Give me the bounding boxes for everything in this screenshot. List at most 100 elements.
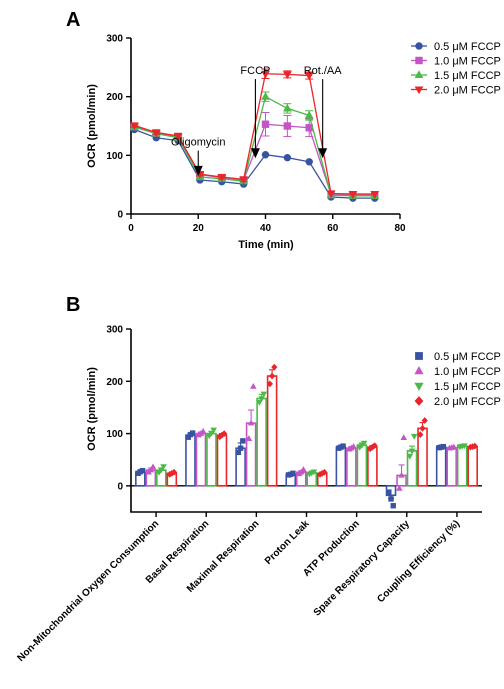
replicate-point-2-0-m-fccp <box>269 372 276 380</box>
replicate-point-2-0-m-fccp <box>419 424 426 432</box>
replicate-point-1-5-m-fccp <box>360 440 368 447</box>
replicate-point-1-0-m-fccp <box>450 443 458 450</box>
panel-a-x-tick-label: 60 <box>327 223 339 234</box>
data-point-2-0-m-fccp <box>261 70 270 79</box>
replicate-point-1-0-m-fccp <box>199 427 207 434</box>
replicate-point-0-5-m-fccp <box>340 443 346 449</box>
legend-label-0-5-m-fccp: 0.5 μM FCCP <box>434 351 501 363</box>
bar-0-5-m-fccp-basal-respiration <box>185 434 196 487</box>
data-point-2-0-m-fccp <box>173 132 183 141</box>
series-line-2-0-m-fccp <box>134 73 375 195</box>
legend-label-1-0-m-fccp: 1.0 μM FCCP <box>434 56 501 68</box>
legend-marker-1-5-m-fccp <box>414 382 424 391</box>
replicate-point-1-5-m-fccp <box>155 470 163 476</box>
replicate-point-1-5-m-fccp <box>256 399 263 406</box>
bar-1-0-m-fccp-atp-production <box>346 447 357 487</box>
annotation-arrow-head <box>318 148 328 159</box>
bar-2-0-m-fccp-basal-respiration <box>216 434 228 487</box>
legend-label-1-5-m-fccp: 1.5 μM FCCP <box>434 381 501 393</box>
replicate-point-1-0-m-fccp <box>400 434 408 441</box>
data-point-1-5-m-fccp <box>304 110 314 119</box>
bar-0-5-m-fccp-coupling-efficiency <box>435 446 447 487</box>
replicate-point-1-0-m-fccp <box>350 443 357 449</box>
bar-1-0-m-fccp-maximal-respiration <box>245 422 257 487</box>
replicate-point-0-5-m-fccp <box>189 430 196 436</box>
replicate-point-1-0-m-fccp <box>398 471 405 478</box>
bar-1-5-m-fccp-basal-respiration <box>206 432 217 487</box>
bar-1-5-m-fccp-coupling-efficiency <box>456 445 468 487</box>
data-point-2-0-m-fccp <box>326 190 336 199</box>
replicate-point-1-0-m-fccp <box>247 419 255 426</box>
data-point-0-5-m-fccp <box>283 153 292 162</box>
replicate-point-1-5-m-fccp <box>310 469 318 476</box>
legend-marker-0-5-m-fccp <box>415 42 423 50</box>
replicate-point-2-0-m-fccp <box>371 442 378 449</box>
panel-b-y-tick-label: 0 <box>117 481 123 492</box>
panel-a-x-tick-label: 20 <box>193 223 205 234</box>
legend-marker-1-0-m-fccp <box>414 366 424 375</box>
data-point-1-0-m-fccp <box>283 122 292 130</box>
replicate-point-0-5-m-fccp <box>390 503 396 509</box>
replicate-point-2-0-m-fccp <box>170 468 178 476</box>
panel-b-y-tick-label: 100 <box>106 429 123 440</box>
replicate-point-1-0-m-fccp <box>245 435 253 442</box>
replicate-point-1-5-m-fccp <box>208 430 215 437</box>
legend-marker-2-0-m-fccp <box>414 86 424 95</box>
bar-2-0-m-fccp-atp-production <box>367 446 378 487</box>
legend-label-0-5-m-fccp: 0.5 μM FCCP <box>434 41 501 53</box>
panel-a-y-tick-label: 200 <box>106 92 123 103</box>
replicate-point-0-5-m-fccp <box>240 438 246 444</box>
panel-a-x-tick-label: 0 <box>128 223 134 234</box>
panel-b-y-tick-label: 300 <box>106 325 123 336</box>
data-point-2-0-m-fccp <box>151 129 161 138</box>
data-point-2-0-m-fccp <box>217 173 227 182</box>
bar-2-0-m-fccp-maximal-respiration <box>266 375 278 487</box>
replicate-point-2-0-m-fccp <box>321 468 328 476</box>
legend-label-1-0-m-fccp: 1.0 μM FCCP <box>434 366 501 378</box>
data-point-2-0-m-fccp <box>129 122 139 131</box>
panel-a-y-tick-label: 0 <box>117 210 123 221</box>
replicate-point-1-5-m-fccp <box>158 467 165 474</box>
bar-1-0-m-fccp-coupling-efficiency <box>446 446 457 487</box>
replicate-point-1-5-m-fccp <box>210 427 217 434</box>
category-label-coupling-efficiency: Coupling Efficiency (%) <box>375 518 462 605</box>
data-point-1-0-m-fccp <box>261 120 270 128</box>
legend-label-1-5-m-fccp: 1.5 μM FCCP <box>434 70 501 82</box>
panel-a-x-tick-label: 80 <box>394 223 406 234</box>
panel-a-y-tick-label: 300 <box>106 34 123 45</box>
panel-label-b: B <box>66 294 80 316</box>
replicate-point-1-5-m-fccp <box>410 433 418 440</box>
annotation-oligomycin: Oligomycin <box>171 137 225 149</box>
bar-2-0-m-fccp-spare-respiratory-capacity <box>417 427 428 487</box>
data-point-2-0-m-fccp <box>239 176 249 185</box>
bar-1-0-m-fccp-basal-respiration <box>195 432 207 487</box>
data-point-1-5-m-fccp <box>282 103 292 112</box>
bar-1-5-m-fccp-maximal-respiration <box>256 397 267 487</box>
replicate-point-1-5-m-fccp <box>160 464 167 471</box>
legend-marker-1-5-m-fccp <box>414 70 424 79</box>
annotation-arrow-head <box>193 165 203 176</box>
legend-marker-2-0-m-fccp <box>414 396 424 406</box>
replicate-point-2-0-m-fccp <box>221 430 228 437</box>
replicate-point-1-5-m-fccp <box>205 433 213 440</box>
replicate-point-1-5-m-fccp <box>406 453 414 460</box>
replicate-point-1-0-m-fccp <box>396 484 403 491</box>
panel-b-y-axis-label: OCR (pmol/min) <box>86 367 98 451</box>
series-line-1-5-m-fccp <box>134 95 375 197</box>
data-point-1-5-m-fccp <box>261 91 270 100</box>
category-label-spare-respiratory-capacity: Spare Respiratory Capacity <box>312 518 412 618</box>
replicate-point-2-0-m-fccp <box>417 431 424 438</box>
data-point-0-5-m-fccp <box>261 151 270 159</box>
replicate-point-2-0-m-fccp <box>266 380 274 388</box>
bar-0-5-m-fccp-atp-production <box>335 446 347 487</box>
replicate-point-1-0-m-fccp <box>149 463 157 470</box>
replicate-point-0-5-m-fccp <box>237 445 244 451</box>
annotation-rot-aa: Rot./AA <box>304 65 343 77</box>
category-label-non-mitochondrial-oxygen-consumption: Non-Mitochondrial Oxygen Consumption <box>16 518 162 664</box>
replicate-point-1-5-m-fccp <box>260 391 268 398</box>
replicate-point-0-5-m-fccp <box>388 496 394 502</box>
bar-1-5-m-fccp-atp-production <box>356 444 368 487</box>
data-point-0-5-m-fccp <box>305 158 313 166</box>
replicate-point-1-5-m-fccp <box>258 396 265 403</box>
